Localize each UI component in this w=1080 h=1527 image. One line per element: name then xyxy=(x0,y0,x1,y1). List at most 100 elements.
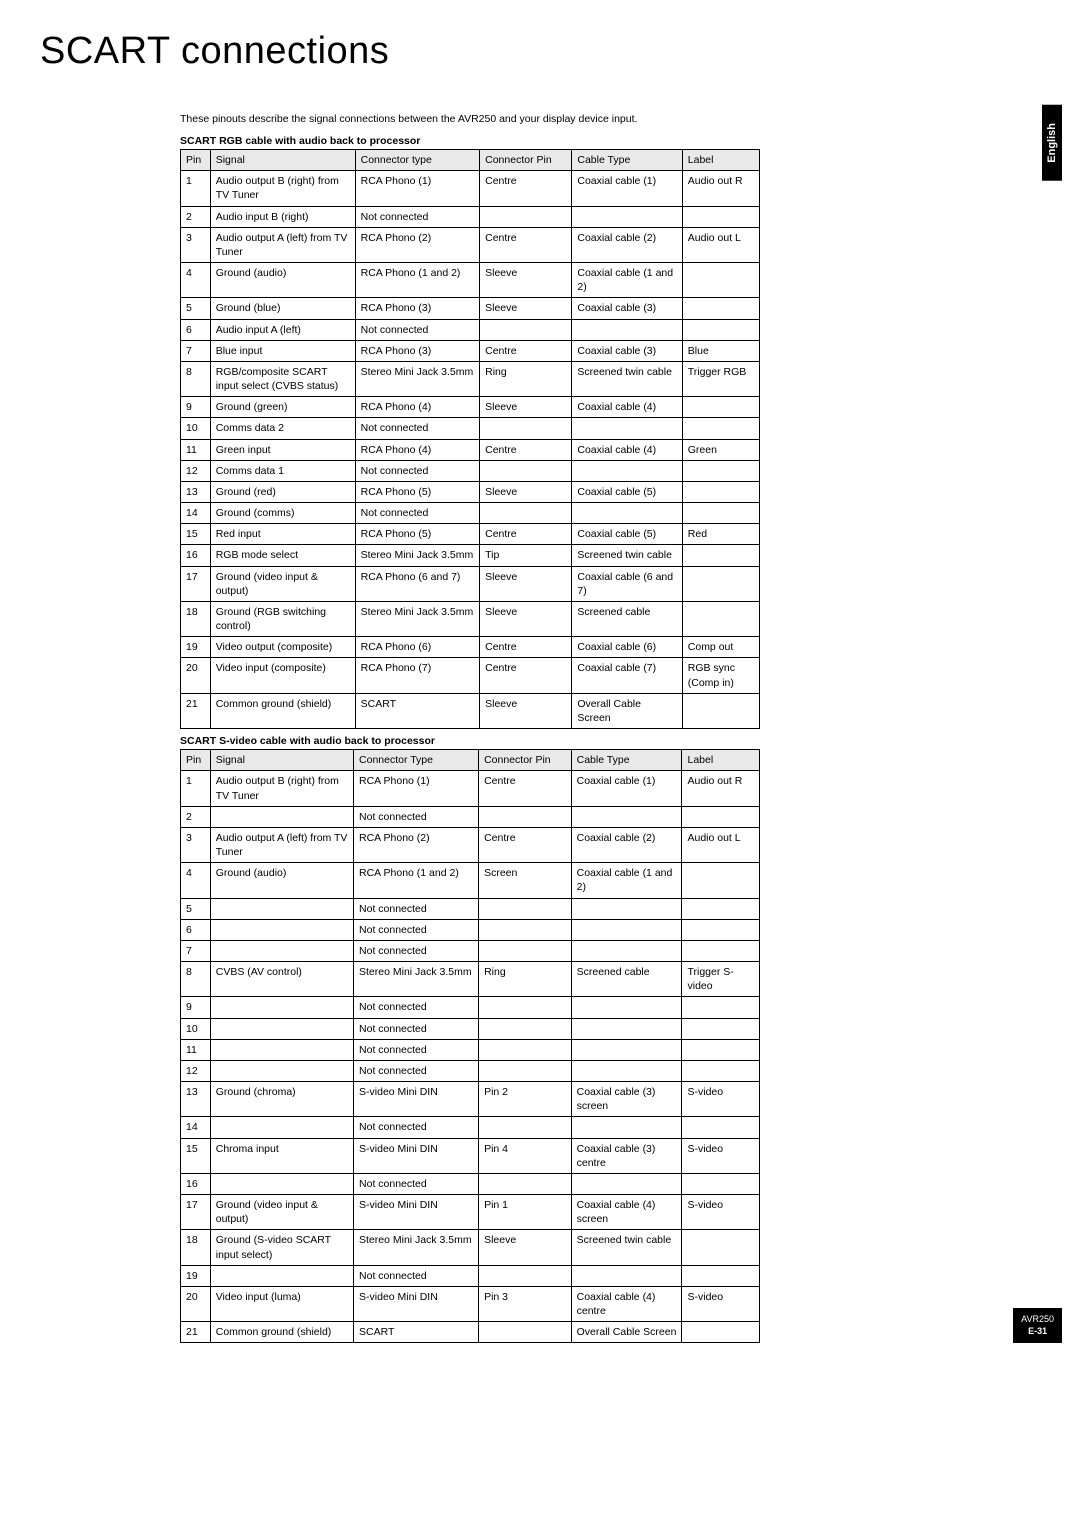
table-cell: 4 xyxy=(181,263,211,298)
table-cell: 9 xyxy=(181,397,211,418)
content-area: These pinouts describe the signal connec… xyxy=(180,113,760,1343)
table-cell xyxy=(210,997,353,1018)
table-row: 3Audio output A (left) from TV TunerRCA … xyxy=(181,227,760,262)
table1-title: SCART RGB cable with audio back to proce… xyxy=(180,135,760,147)
table-cell: 12 xyxy=(181,1060,211,1081)
table-cell: Coaxial cable (3) centre xyxy=(571,1138,682,1173)
table-cell: Coaxial cable (7) xyxy=(572,658,682,693)
table-cell: 15 xyxy=(181,1138,211,1173)
table-cell: Coaxial cable (4) xyxy=(572,439,682,460)
table-cell xyxy=(480,503,572,524)
table-cell xyxy=(572,503,682,524)
intro-text: These pinouts describe the signal connec… xyxy=(180,113,760,125)
table-cell: Sleeve xyxy=(480,481,572,502)
table-cell xyxy=(572,206,682,227)
table-cell: Coaxial cable (1 and 2) xyxy=(572,263,682,298)
table-cell: Not connected xyxy=(354,1060,479,1081)
table-cell xyxy=(682,1060,760,1081)
table-cell xyxy=(682,693,759,728)
table-cell xyxy=(572,418,682,439)
table-cell: RGB mode select xyxy=(210,545,355,566)
table-cell: Common ground (shield) xyxy=(210,693,355,728)
table-cell: Screen xyxy=(479,863,572,898)
table-row: 14Not connected xyxy=(181,1117,760,1138)
table-cell: Sleeve xyxy=(480,263,572,298)
table-cell: RCA Phono (4) xyxy=(355,439,480,460)
table-cell xyxy=(682,418,759,439)
table-cell: Not connected xyxy=(354,919,479,940)
table-cell: 5 xyxy=(181,898,211,919)
table-cell: Stereo Mini Jack 3.5mm xyxy=(354,962,479,997)
table-cell: 5 xyxy=(181,298,211,319)
table-row: 21Common ground (shield)SCARTSleeveOvera… xyxy=(181,693,760,728)
table-cell: Coaxial cable (5) xyxy=(572,481,682,502)
table-row: 14Ground (comms)Not connected xyxy=(181,503,760,524)
table-cell: 19 xyxy=(181,637,211,658)
table-cell xyxy=(210,1060,353,1081)
table-row: 8RGB/composite SCART input select (CVBS … xyxy=(181,361,760,396)
table-cell: S-video xyxy=(682,1138,760,1173)
table-cell xyxy=(210,1039,353,1060)
column-header: Connector Type xyxy=(354,750,479,771)
table-cell xyxy=(571,1265,682,1286)
table-cell: CVBS (AV control) xyxy=(210,962,353,997)
table-cell: Coaxial cable (1 and 2) xyxy=(571,863,682,898)
table-cell: Not connected xyxy=(354,997,479,1018)
table-cell: 7 xyxy=(181,940,211,961)
table-cell: Ring xyxy=(479,962,572,997)
table-cell: Comp out xyxy=(682,637,759,658)
table-row: 7Blue inputRCA Phono (3)CentreCoaxial ca… xyxy=(181,340,760,361)
table-row: 2Not connected xyxy=(181,806,760,827)
table-cell: 6 xyxy=(181,919,211,940)
table-row: 18Ground (S-video SCART input select)Ste… xyxy=(181,1230,760,1265)
table-cell: 11 xyxy=(181,1039,211,1060)
column-header: Connector Pin xyxy=(480,150,572,171)
table-cell: Sleeve xyxy=(480,397,572,418)
table-row: 18Ground (RGB switching control)Stereo M… xyxy=(181,601,760,636)
table-cell: Not connected xyxy=(355,418,480,439)
column-header: Label xyxy=(682,150,759,171)
table-cell: Coaxial cable (3) screen xyxy=(571,1082,682,1117)
table-cell: Centre xyxy=(479,827,572,862)
table-row: 11Green inputRCA Phono (4)CentreCoaxial … xyxy=(181,439,760,460)
table-cell xyxy=(572,319,682,340)
table-cell: Coaxial cable (1) xyxy=(571,771,682,806)
table-row: 11Not connected xyxy=(181,1039,760,1060)
table-cell: 8 xyxy=(181,361,211,396)
table-cell: RGB sync (Comp in) xyxy=(682,658,759,693)
table-cell: Ground (green) xyxy=(210,397,355,418)
table-row: 3Audio output A (left) from TV TunerRCA … xyxy=(181,827,760,862)
table2-title: SCART S-video cable with audio back to p… xyxy=(180,735,760,747)
table-row: 16Not connected xyxy=(181,1173,760,1194)
table-cell xyxy=(682,863,760,898)
table-cell: RCA Phono (4) xyxy=(355,397,480,418)
table-cell: Coaxial cable (3) xyxy=(572,298,682,319)
table-cell xyxy=(479,1322,572,1343)
table-cell: 4 xyxy=(181,863,211,898)
page-title: SCART connections xyxy=(40,30,1040,73)
table-cell: Not connected xyxy=(355,319,480,340)
table-cell: Tip xyxy=(480,545,572,566)
table-cell xyxy=(479,1265,572,1286)
table-row: 17Ground (video input & output)S-video M… xyxy=(181,1195,760,1230)
table-cell xyxy=(682,503,759,524)
table-cell: Sleeve xyxy=(479,1230,572,1265)
table-cell: Centre xyxy=(479,771,572,806)
table-cell: RCA Phono (5) xyxy=(355,481,480,502)
table-cell: 20 xyxy=(181,658,211,693)
table-cell: Ground (video input & output) xyxy=(210,566,355,601)
table-row: 6Audio input A (left)Not connected xyxy=(181,319,760,340)
table-cell xyxy=(210,806,353,827)
table-cell: RCA Phono (1) xyxy=(354,771,479,806)
table-cell xyxy=(682,1173,760,1194)
table-cell: 13 xyxy=(181,1082,211,1117)
table-cell: Audio output B (right) from TV Tuner xyxy=(210,771,353,806)
table-cell: Coaxial cable (6) xyxy=(572,637,682,658)
table-cell: Ground (video input & output) xyxy=(210,1195,353,1230)
table-cell xyxy=(479,1018,572,1039)
table-cell xyxy=(479,919,572,940)
table-cell xyxy=(571,997,682,1018)
table-cell: 15 xyxy=(181,524,211,545)
table-cell: 12 xyxy=(181,460,211,481)
table-cell: Audio output A (left) from TV Tuner xyxy=(210,227,355,262)
